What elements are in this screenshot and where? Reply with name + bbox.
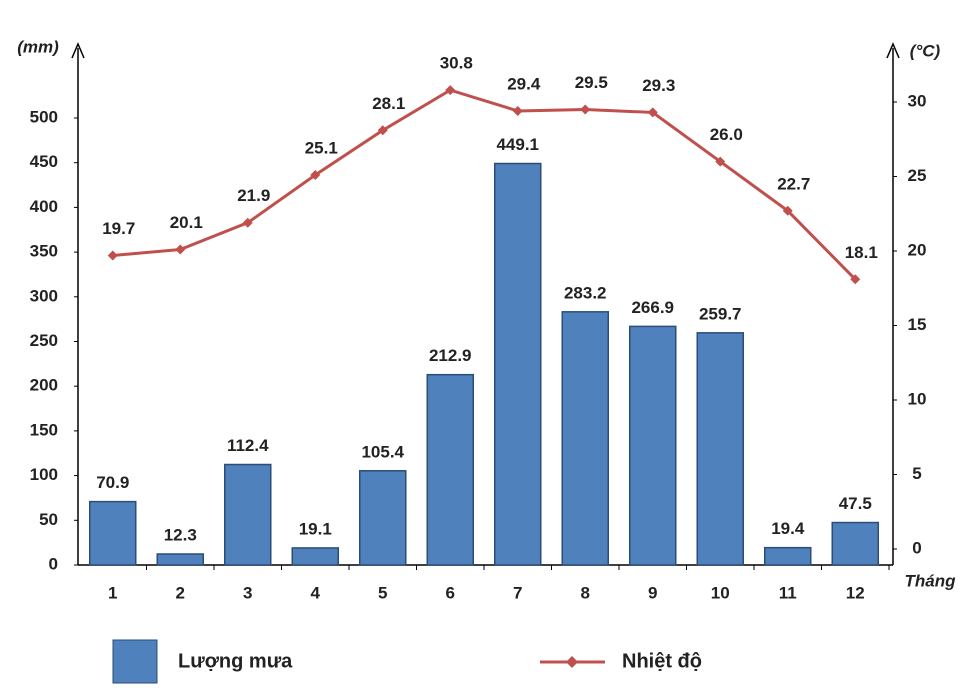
bar-value-label: 12.3: [164, 525, 197, 544]
line-value-label: 21.9: [237, 186, 270, 205]
x-tick-label: 2: [176, 583, 185, 602]
bar-value-label: 19.1: [299, 519, 332, 538]
y-axis-arrow: [71, 42, 85, 59]
y-tick-label: 250: [30, 331, 58, 350]
y-tick-label: 350: [30, 242, 58, 261]
line-marker: [445, 85, 456, 96]
bar: [629, 325, 677, 566]
x-tick-label: 8: [581, 583, 590, 602]
line-value-label: 30.8: [440, 54, 473, 73]
line-marker: [647, 107, 658, 118]
bar: [291, 547, 339, 566]
legend-marker: [566, 656, 578, 668]
bar: [224, 463, 272, 566]
y-tick-label: 400: [30, 197, 58, 216]
bar: [831, 521, 879, 566]
line-value-label: 29.4: [507, 74, 541, 93]
y-axis-title: (mm): [17, 37, 59, 56]
x-tick-label: 3: [243, 583, 252, 602]
line-marker: [512, 105, 523, 116]
line-marker: [107, 250, 118, 261]
bar: [696, 332, 744, 566]
line-value-label: 20.1: [170, 213, 203, 232]
bar-value-label: 449.1: [496, 135, 539, 154]
x-axis-title: Tháng: [905, 571, 957, 590]
y-tick-label: 450: [30, 152, 58, 171]
x-tick-label: 12: [846, 583, 865, 602]
y-tick-label: 0: [49, 554, 58, 573]
y-tick-label: 100: [30, 465, 58, 484]
x-tick-label: 9: [648, 583, 657, 602]
line-value-label: 26.0: [710, 125, 743, 144]
line: [112, 88, 857, 281]
y2-tick-label: 5: [912, 464, 921, 483]
x-tick-label: 5: [378, 583, 387, 602]
bar: [426, 373, 474, 566]
line-value-label: 18.1: [845, 243, 878, 262]
x-tick-label: 4: [311, 583, 321, 602]
x-tick-label: 1: [108, 583, 117, 602]
x-tick-label: 11: [779, 583, 797, 602]
legend-label: Lượng mưa: [178, 650, 293, 672]
line-value-label: 22.7: [777, 174, 810, 193]
y-tick-label: 50: [39, 510, 58, 529]
y-tick-label: 500: [30, 107, 58, 126]
line-marker: [715, 156, 726, 167]
line-value-label: 29.3: [642, 76, 675, 95]
y-tick-label: 200: [30, 376, 58, 395]
bar-value-label: 259.7: [699, 304, 742, 323]
x-tick-label: 7: [513, 583, 522, 602]
legend-swatch: [112, 639, 158, 684]
y2-tick-label: 30: [908, 91, 927, 110]
y2-tick-label: 15: [908, 315, 927, 334]
bar: [764, 546, 812, 566]
y2-tick-label: 20: [908, 240, 927, 259]
bar: [359, 470, 407, 566]
legend-label: Nhiệt độ: [622, 650, 702, 672]
line-marker: [377, 125, 388, 136]
y2-tick-label: 25: [908, 166, 927, 185]
x-tick-label: 6: [446, 583, 455, 602]
bar-value-label: 112.4: [227, 436, 269, 455]
y2-axis-title: (°C): [910, 41, 941, 60]
line-value-label: 25.1: [305, 138, 338, 157]
line-value-label: 28.1: [372, 94, 405, 113]
y2-tick-label: 10: [908, 389, 927, 408]
bar: [494, 162, 542, 566]
line-marker: [580, 104, 591, 115]
y2-tick-label: 0: [912, 538, 921, 557]
bar-value-label: 19.4: [771, 519, 805, 538]
line-marker: [782, 205, 793, 216]
bar-value-label: 283.2: [564, 283, 607, 302]
bar-value-label: 212.9: [429, 346, 472, 365]
x-tick-label: 10: [711, 583, 730, 602]
y-tick-label: 150: [30, 420, 58, 439]
line-value-label: 19.7: [102, 219, 135, 238]
line-marker: [175, 244, 186, 255]
bar: [156, 553, 204, 566]
bar-value-label: 70.9: [96, 473, 129, 492]
bar: [89, 500, 137, 566]
line-marker: [850, 274, 861, 285]
bar-value-label: 47.5: [839, 494, 872, 513]
bar: [561, 311, 609, 566]
bar-value-label: 266.9: [631, 298, 674, 317]
line-marker: [310, 170, 321, 181]
line-value-label: 29.5: [575, 73, 608, 92]
y-tick-label: 300: [30, 286, 58, 305]
y2-axis-arrow: [886, 42, 900, 59]
bar-value-label: 105.4: [361, 442, 404, 461]
line-marker: [242, 217, 253, 228]
